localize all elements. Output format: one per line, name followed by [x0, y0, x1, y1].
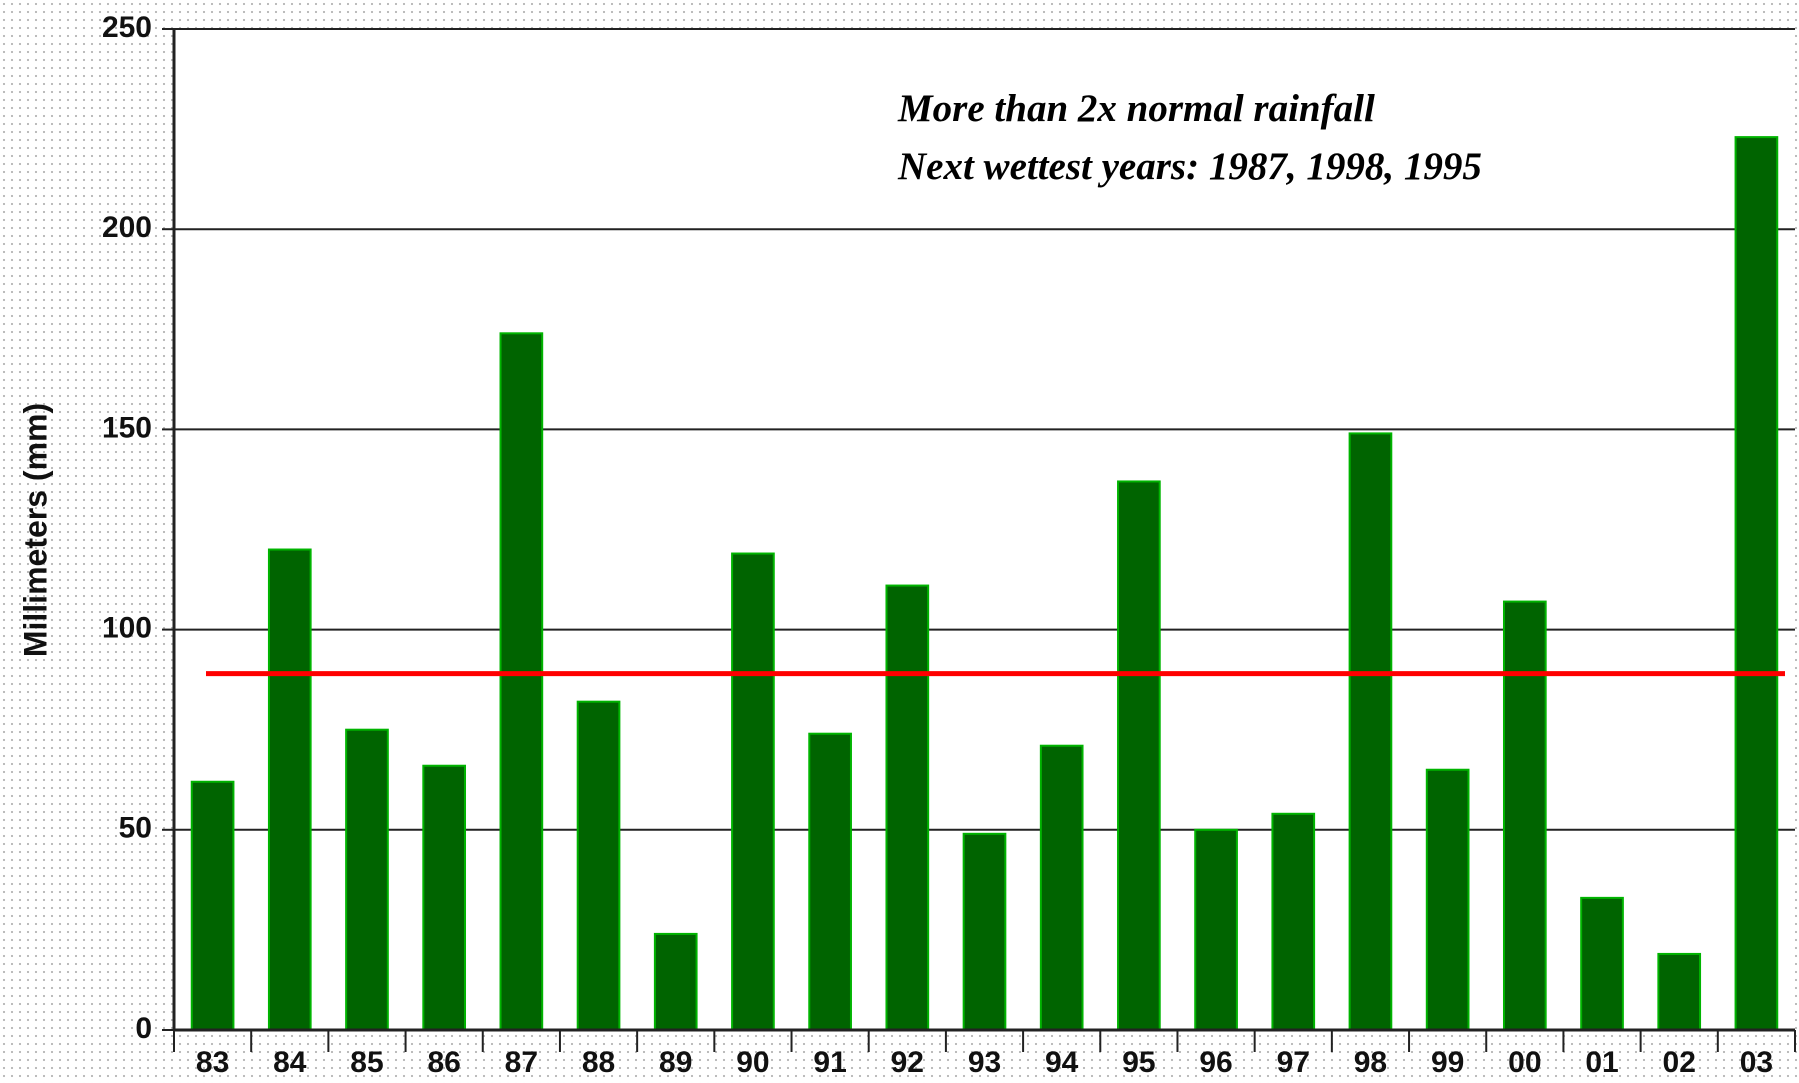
bar — [1657, 952, 1702, 1032]
y-tick-label: 50 — [119, 812, 152, 845]
bar — [576, 700, 621, 1031]
bar — [1271, 812, 1316, 1031]
y-tick-label: 200 — [102, 211, 152, 244]
bar — [499, 332, 544, 1031]
bar — [962, 832, 1007, 1032]
x-tick-label: 98 — [1354, 1046, 1387, 1079]
x-tick-label: 00 — [1508, 1046, 1541, 1079]
x-tick-label: 86 — [427, 1046, 460, 1079]
x-tick-label: 92 — [891, 1046, 924, 1079]
bar — [1580, 896, 1624, 1031]
annotation: Next wettest years: 1987, 1998, 1995 — [897, 145, 1482, 188]
bar — [422, 764, 467, 1032]
x-tick-label: 94 — [1045, 1046, 1079, 1079]
bar — [731, 552, 775, 1031]
bar — [1425, 768, 1470, 1031]
x-tick-label: 99 — [1431, 1046, 1464, 1079]
y-tick-label: 0 — [135, 1012, 152, 1045]
bar — [190, 780, 235, 1032]
bar — [885, 584, 930, 1032]
bar — [1502, 600, 1547, 1032]
bar — [1194, 828, 1238, 1031]
bar — [1117, 480, 1161, 1031]
x-tick-label: 83 — [196, 1046, 229, 1079]
bar — [1039, 744, 1084, 1031]
x-tick-label: 85 — [350, 1046, 383, 1079]
bar — [653, 932, 698, 1031]
x-tick-label: 03 — [1740, 1046, 1773, 1079]
x-tick-label: 91 — [813, 1046, 846, 1079]
bar — [345, 728, 389, 1031]
y-tick-label: 100 — [102, 612, 152, 645]
x-tick-label: 89 — [659, 1046, 692, 1079]
y-axis-title: Millimeters (mm) — [17, 403, 53, 657]
x-tick-label: 87 — [505, 1046, 538, 1079]
x-tick-label: 96 — [1199, 1046, 1232, 1079]
x-tick-label: 02 — [1663, 1046, 1696, 1079]
bar — [1734, 136, 1779, 1032]
x-tick-label: 01 — [1585, 1046, 1618, 1079]
x-tick-label: 95 — [1122, 1046, 1155, 1079]
bar — [267, 548, 312, 1032]
x-tick-label: 88 — [582, 1046, 615, 1079]
y-tick-label: 150 — [102, 411, 152, 444]
bar — [808, 732, 852, 1031]
y-tick-label: 250 — [102, 11, 152, 44]
x-tick-label: 93 — [968, 1046, 1001, 1079]
x-tick-label: 90 — [736, 1046, 769, 1079]
x-tick-label: 84 — [273, 1046, 307, 1079]
bar — [1348, 432, 1393, 1031]
annotation: More than 2x normal rainfall — [897, 87, 1375, 130]
x-tick-label: 97 — [1277, 1046, 1310, 1079]
